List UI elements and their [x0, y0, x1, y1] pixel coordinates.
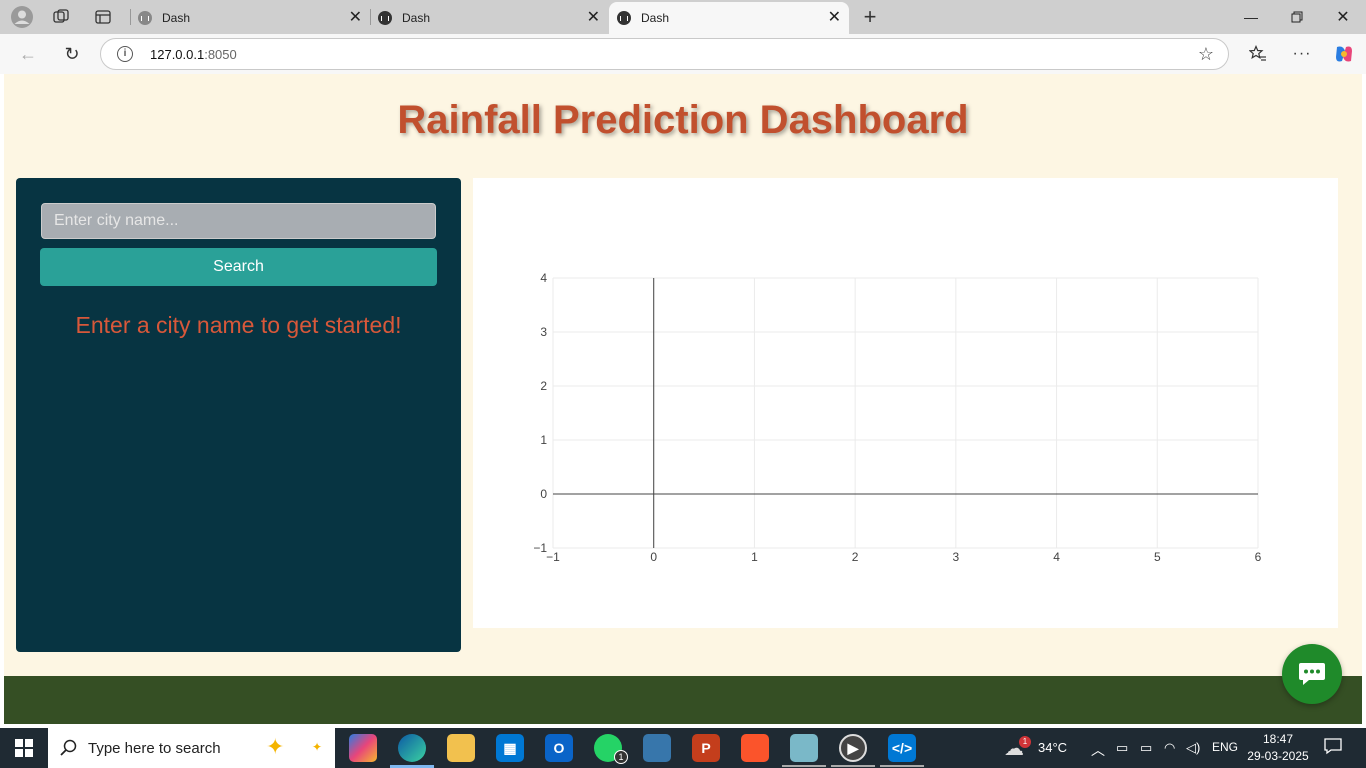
new-tab-icon[interactable]: + [863, 4, 877, 29]
close-tab-icon[interactable]: ✕ [348, 9, 362, 26]
outlook-app-icon[interactable]: O [545, 734, 573, 762]
copilot-icon[interactable] [1331, 42, 1357, 66]
search-icon [60, 739, 77, 756]
notifications-icon[interactable] [1324, 737, 1342, 760]
dash-favicon-icon [617, 11, 631, 25]
dash-favicon-icon [138, 11, 152, 25]
weather-temp[interactable]: 34°C [1038, 740, 1068, 755]
address-bar[interactable]: i 127.0.0.1:8050 ☆ [100, 38, 1229, 70]
y-tick-label: −1 [533, 541, 547, 555]
page-title: Rainfall Prediction Dashboard [397, 98, 969, 142]
y-tick-label: 3 [540, 325, 547, 339]
minimize-icon[interactable]: ― [1244, 9, 1258, 25]
edge-app-icon[interactable] [398, 734, 426, 762]
volume-icon[interactable]: ◁) [1186, 740, 1201, 755]
tab-label: Dash [402, 11, 431, 25]
x-tick-label: 6 [1255, 550, 1262, 564]
x-tick-label: 1 [751, 550, 758, 564]
favorites-icon[interactable] [1245, 42, 1271, 66]
city-search-input[interactable] [41, 203, 436, 239]
site-info-icon[interactable]: i [117, 46, 133, 62]
weather-badge: 1 [1019, 736, 1031, 748]
close-tab-icon[interactable]: ✕ [586, 9, 600, 26]
y-tick-label: 1 [540, 433, 547, 447]
store-app-icon[interactable]: ▦ [496, 734, 524, 762]
tab-actions-icon[interactable] [92, 6, 114, 28]
url-text: 127.0.0.1:8050 [150, 47, 237, 62]
favorite-star-icon[interactable]: ☆ [1197, 44, 1214, 64]
x-tick-label: 3 [953, 550, 960, 564]
dash-favicon-icon [378, 11, 392, 25]
y-tick-label: 0 [540, 487, 547, 501]
clock-date[interactable]: 29-03-2025 [1247, 749, 1309, 763]
search-button[interactable]: Search [40, 248, 437, 286]
media-player-icon[interactable]: ▶ [839, 734, 867, 762]
back-arrow-icon[interactable]: ← [19, 43, 37, 64]
brave-app-icon[interactable] [741, 734, 769, 762]
clock-time[interactable]: 18:47 [1262, 732, 1294, 746]
file-explorer-icon[interactable] [447, 734, 475, 762]
tab-dash-2[interactable]: Dash ✕ [370, 2, 608, 34]
python-app-icon[interactable] [643, 734, 671, 762]
y-tick-label: 4 [540, 271, 547, 285]
chart-svg: −1 0 1 2 3 4 5 6 −1 0 1 2 3 4 [533, 271, 1262, 564]
sparkle-small-icon: ✦ [312, 740, 323, 754]
x-tick-label: −1 [546, 550, 560, 564]
language-indicator[interactable]: ENG [1212, 740, 1239, 754]
tab-dash-3-active[interactable]: Dash ✕ [609, 2, 849, 34]
x-tick-label: 5 [1154, 550, 1161, 564]
workspaces-icon[interactable] [50, 6, 72, 28]
vscode-app-icon[interactable]: </> [888, 734, 916, 762]
x-tick-label: 2 [852, 550, 859, 564]
windows-taskbar: Type here to search ✦ ✦ ▦ O 1 P ▶ </> ☁ … [0, 728, 1366, 768]
battery-icon[interactable]: ▭ [1140, 740, 1153, 755]
taskbar-search-box[interactable]: Type here to search ✦ ✦ [48, 728, 335, 768]
browser-title-bar: Dash ✕ Dash ✕ Dash ✕ + ― ✕ [0, 0, 1366, 34]
meet-now-icon[interactable]: ▭ [1116, 740, 1129, 755]
close-tab-icon[interactable]: ✕ [827, 9, 841, 26]
notepad-app-icon[interactable] [790, 734, 818, 762]
whatsapp-badge: 1 [614, 750, 628, 764]
y-tick-label: 2 [540, 379, 547, 393]
page-footer [4, 676, 1362, 724]
search-panel: Search Enter a city name to get started! [16, 178, 461, 652]
search-placeholder: Type here to search [88, 740, 221, 757]
browser-toolbar: ← ↻ i 127.0.0.1:8050 ☆ ··· [0, 34, 1366, 74]
dashboard-page: Rainfall Prediction Dashboard Search Ent… [4, 74, 1362, 724]
tab-label: Dash [641, 11, 670, 25]
refresh-icon[interactable]: ↻ [64, 43, 80, 64]
x-tick-label: 0 [650, 550, 657, 564]
sparkle-icon: ✦ [266, 734, 285, 759]
chat-bubble-icon [1299, 663, 1325, 685]
rainfall-graph[interactable]: −1 0 1 2 3 4 5 6 −1 0 1 2 3 4 [473, 178, 1338, 628]
wifi-icon[interactable]: ◠ [1164, 740, 1176, 755]
tab-label: Dash [162, 11, 191, 25]
close-window-icon[interactable]: ✕ [1336, 9, 1350, 26]
tab-dash-1[interactable]: Dash ✕ [130, 2, 370, 34]
start-message: Enter a city name to get started! [75, 312, 402, 338]
windows-start-icon[interactable] [10, 734, 38, 762]
more-menu-icon[interactable]: ··· [1292, 45, 1312, 62]
chat-button[interactable] [1282, 644, 1342, 704]
profile-icon[interactable] [11, 6, 33, 28]
x-tick-label: 4 [1053, 550, 1060, 564]
copilot-app-icon[interactable] [349, 734, 377, 762]
restore-icon[interactable] [1274, 0, 1320, 34]
show-hidden-icons-chevron-icon[interactable]: ︿ [1091, 742, 1105, 758]
powerpoint-app-icon[interactable]: P [692, 734, 720, 762]
